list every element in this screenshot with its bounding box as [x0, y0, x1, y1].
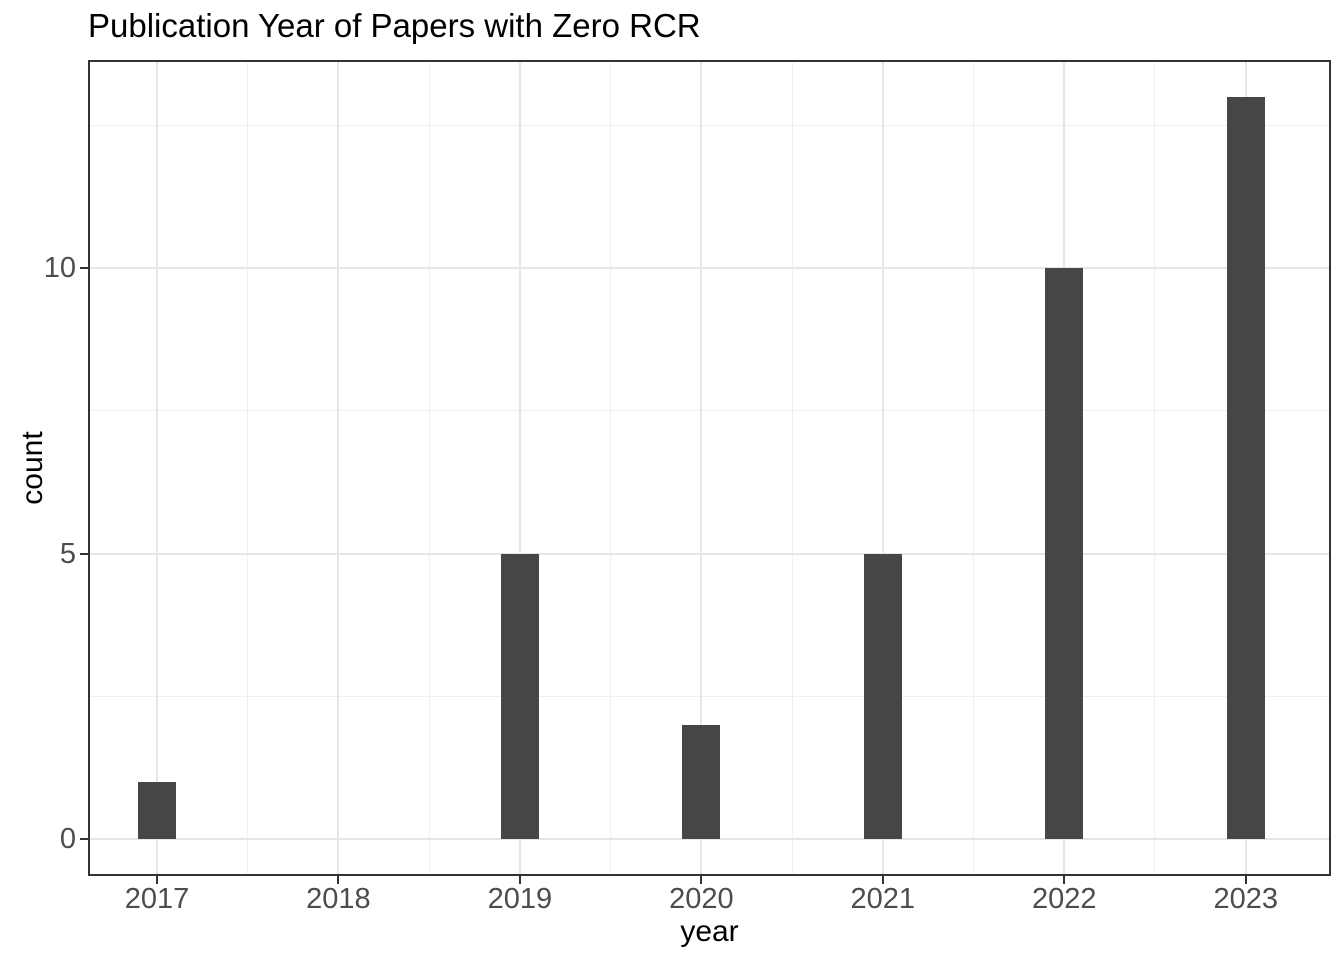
x-minor-gridline — [428, 60, 430, 876]
x-tick-mark — [881, 876, 884, 884]
y-minor-gridline — [88, 410, 1331, 412]
x-tick-label-2017: 2017 — [124, 883, 190, 915]
y-tick-mark — [80, 552, 88, 555]
x-tick-label-2023: 2023 — [1213, 883, 1278, 915]
bar-2023 — [1226, 97, 1265, 839]
x-major-gridline — [881, 60, 884, 876]
x-major-gridline — [518, 60, 521, 876]
x-tick-mark — [337, 876, 340, 884]
y-axis-title: count — [16, 431, 49, 505]
bar-2017 — [137, 781, 176, 839]
y-major-gridline — [88, 267, 1331, 270]
x-tick-mark — [700, 876, 703, 884]
x-tick-mark — [518, 876, 521, 884]
bar-2021 — [863, 553, 902, 839]
y-major-gridline — [88, 837, 1331, 840]
bar-2022 — [1045, 268, 1084, 839]
y-tick-label-0: 0 — [59, 822, 76, 855]
x-major-gridline — [337, 60, 340, 876]
y-minor-gridline — [88, 125, 1331, 127]
y-tick-label-5: 5 — [59, 537, 76, 570]
plot-panel — [88, 60, 1331, 876]
y-major-gridline — [88, 552, 1331, 555]
x-minor-gridline — [973, 60, 975, 876]
x-tick-mark — [1244, 876, 1247, 884]
x-tick-label-2018: 2018 — [306, 883, 371, 915]
x-tick-mark — [1063, 876, 1066, 884]
x-tick-mark — [155, 876, 158, 884]
chart-title: Publication Year of Papers with Zero RCR — [88, 7, 701, 44]
y-tick-mark — [80, 837, 88, 840]
y-tick-mark — [80, 267, 88, 270]
bar-2020 — [682, 724, 721, 839]
x-axis-title: year — [680, 915, 739, 948]
x-minor-gridline — [1154, 60, 1156, 876]
x-minor-gridline — [791, 60, 793, 876]
y-minor-gridline — [88, 695, 1331, 697]
x-tick-label-2022: 2022 — [1031, 883, 1097, 915]
x-major-gridline — [700, 60, 703, 876]
bar-2019 — [500, 553, 539, 839]
x-minor-gridline — [247, 60, 249, 876]
x-major-gridline — [155, 60, 158, 876]
x-tick-label-2021: 2021 — [850, 883, 916, 915]
x-tick-label-2019: 2019 — [487, 883, 553, 915]
x-minor-gridline — [610, 60, 612, 876]
y-tick-label-10: 10 — [43, 252, 76, 285]
x-tick-label-2020: 2020 — [669, 883, 734, 915]
